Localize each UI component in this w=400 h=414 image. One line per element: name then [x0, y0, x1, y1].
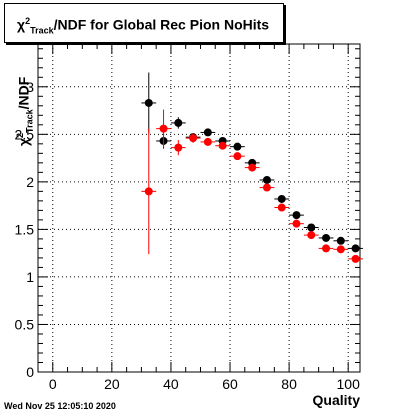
- data-points: [141, 72, 363, 263]
- data-point: [292, 211, 301, 220]
- data-point: [174, 143, 183, 152]
- data-point: [144, 98, 153, 107]
- data-point: [189, 134, 198, 143]
- y-tick-label: 0.5: [15, 316, 35, 332]
- y-tick-label: 3: [26, 79, 34, 95]
- x-tick-label: 0: [49, 376, 57, 392]
- data-point: [351, 254, 360, 263]
- data-point: [233, 152, 242, 161]
- data-point: [233, 142, 242, 151]
- y-tick-label: 1: [26, 269, 34, 285]
- x-tick-label: 40: [163, 376, 179, 392]
- y-tick-label: 2.5: [15, 126, 35, 142]
- x-tick-label: 80: [281, 376, 297, 392]
- data-point: [218, 141, 227, 150]
- x-axis-label: Quality: [312, 392, 360, 408]
- series-1: [141, 109, 363, 263]
- data-point: [322, 244, 331, 253]
- data-point: [307, 223, 316, 232]
- timestamp: Wed Nov 25 12:05:10 2020: [4, 401, 116, 411]
- y-tick-label: 2: [26, 174, 34, 190]
- chart-title: χ2Track/NDF for Global Rec Pion NoHits: [17, 16, 270, 36]
- x-tick-label: 20: [104, 376, 120, 392]
- data-point: [262, 183, 271, 192]
- data-point: [292, 219, 301, 228]
- data-point: [174, 118, 183, 127]
- data-point: [159, 124, 168, 133]
- data-point: [203, 128, 212, 137]
- x-tick-label: 60: [222, 376, 238, 392]
- y-tick-label: 0: [26, 364, 34, 380]
- y-axis-label: χ2Track/NDF: [15, 76, 35, 146]
- data-point: [322, 233, 331, 242]
- data-point: [336, 236, 345, 245]
- axis-ticks: 0 20 40 60 80 100 0 0.5 1 1.5 2 2.5 3: [15, 44, 361, 392]
- data-point: [262, 175, 271, 184]
- data-point: [351, 244, 360, 253]
- title-box: χ2Track/NDF for Global Rec Pion NoHits: [4, 3, 284, 43]
- data-point: [277, 203, 286, 212]
- data-point: [336, 245, 345, 254]
- series-0: [141, 72, 363, 253]
- data-point: [307, 231, 316, 240]
- data-point: [248, 163, 257, 172]
- data-point: [144, 187, 153, 196]
- x-tick-label: 100: [337, 376, 361, 392]
- y-tick-label: 1.5: [15, 221, 35, 237]
- data-point: [277, 194, 286, 203]
- grid-lines: [38, 44, 360, 372]
- plot-frame: [37, 43, 361, 373]
- data-point: [203, 137, 212, 146]
